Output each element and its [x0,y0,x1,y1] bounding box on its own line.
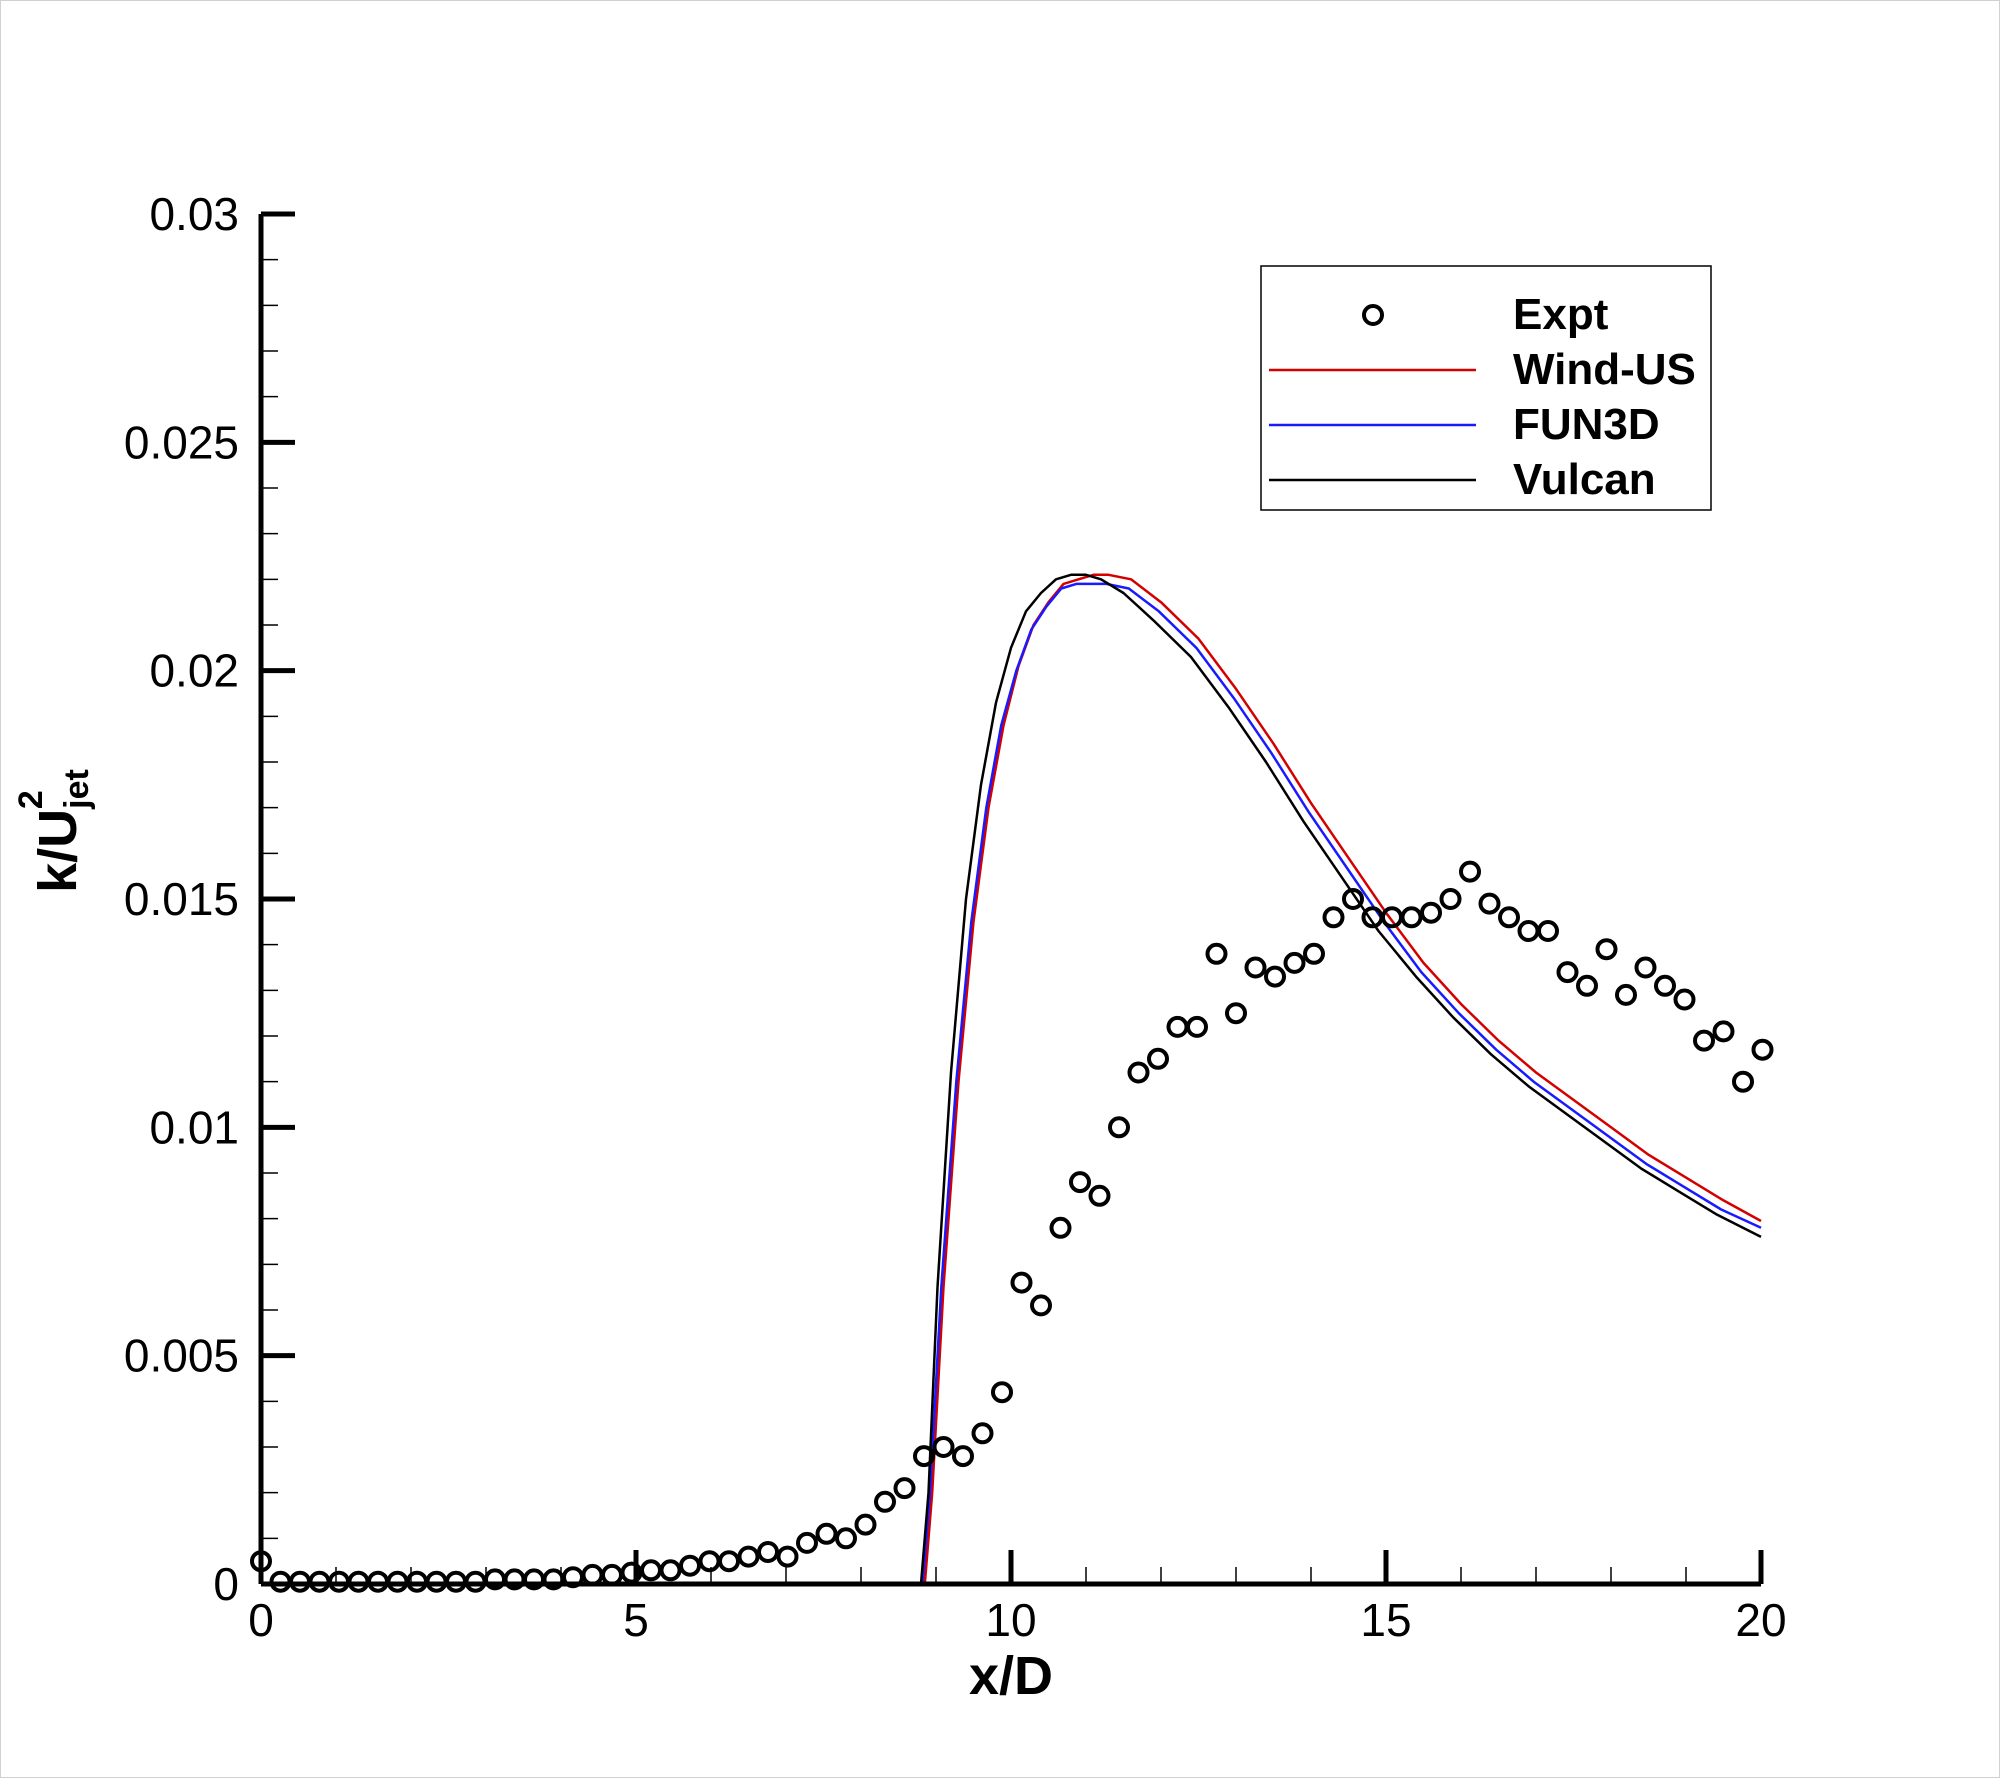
data-point-expt [952,1445,974,1468]
data-point-expt [698,1550,721,1573]
data-point-expt [776,1545,799,1568]
data-point-expt [1517,920,1540,942]
axes: 0 5 10 15 20 0 0.005 0.01 0.015 0.02 0.025 0.03 [124,188,1787,1646]
legend-marker-expt [1362,304,1384,326]
legend-label-vulcan: Vulcan [1513,455,1656,504]
series-line-fun3d [921,582,1762,1585]
legend-entry-wind-us: Wind-US [1269,345,1696,394]
data-point-expt [737,1545,760,1568]
data-point-expt [1615,983,1637,1006]
data-point-expt [1732,1070,1754,1093]
data-point-expt [679,1554,701,1577]
series-line-wind-us [923,573,1762,1585]
data-point-expt [1537,920,1559,942]
data-point-expt [1693,1029,1715,1052]
data-point-expt [835,1527,857,1550]
x-axis-title: x/D [969,1646,1053,1706]
data-point-expt [1225,1002,1247,1025]
data-point-expt [796,1531,818,1554]
y-tick-label: 0.03 [149,188,239,240]
data-point-expt [971,1422,994,1445]
data-point-expt [991,1381,1013,1404]
x-ticks: 0 5 10 15 20 [248,1550,1787,1646]
data-point-expt [1712,1020,1735,1043]
data-point-expt [932,1436,955,1458]
data-point-expt [1576,974,1598,997]
data-point-expt [1400,906,1423,929]
data-point-expt [1498,906,1520,929]
data-point-expt [1283,951,1306,974]
data-point-expt [581,1563,604,1586]
y-axis-title-superscript: 2 [12,790,50,809]
y-axis-title-main: k/U [28,809,88,893]
legend-label-fun3d: FUN3D [1513,400,1660,449]
x-tick-label: 20 [1735,1594,1786,1646]
data-point-expt [1634,956,1657,979]
data-point-expt [1751,1038,1774,1061]
data-point-expt [1147,1047,1169,1070]
data-point-expt [718,1550,740,1573]
data-point-expt [1186,1015,1208,1038]
data-point-expt [1673,988,1696,1011]
data-point-expt [1088,1184,1111,1207]
y-tick-label: 0.005 [124,1330,239,1382]
data-point-expt [1322,906,1345,929]
data-point-expt [659,1559,682,1582]
y-tick-label: 0.02 [149,645,239,697]
data-point-expt [913,1445,935,1468]
y-axis-title: k/Ujet 2 [12,769,96,893]
legend-entry-fun3d: FUN3D [1269,400,1660,449]
data-point-expt [1556,961,1579,984]
data-point-expt [1127,1061,1150,1084]
y-tick-label: 0 [213,1558,239,1610]
y-tick-label: 0.01 [149,1101,239,1153]
y-axis-title-subscript: jet [58,769,96,810]
y-tick-label: 0.025 [124,416,239,468]
plot-area [250,573,1774,1593]
x-tick-label: 10 [985,1594,1036,1646]
data-point-expt [1205,942,1228,965]
x-tick-label: 15 [1360,1594,1411,1646]
data-point-expt [1166,1015,1189,1038]
data-point-expt [1439,888,1462,910]
data-point-expt [1420,901,1442,924]
data-point-expt [1381,906,1403,929]
series-points [250,860,1774,1593]
data-point-expt [1342,888,1364,910]
x-tick-label: 0 [248,1594,274,1646]
data-point-expt [1049,1216,1072,1239]
data-point-expt [601,1563,623,1586]
data-point-expt [874,1490,896,1513]
data-point-expt [1069,1171,1091,1194]
data-point-expt [1595,938,1618,961]
series-lines [919,573,1762,1585]
data-point-expt [1459,860,1481,883]
data-point-expt [854,1513,877,1536]
svg-text:k/Ujet2: k/Ujet 2 [12,769,96,893]
data-point-expt [815,1522,838,1545]
data-point-expt [757,1541,779,1563]
data-point-expt [1010,1271,1033,1294]
y-tick-label: 0.015 [124,873,239,925]
data-point-expt [1303,942,1325,965]
data-point-expt [1244,956,1267,979]
legend-entry-vulcan: Vulcan [1269,455,1656,504]
y-ticks: 0 0.005 0.01 0.015 0.02 0.025 0.03 [124,188,295,1610]
data-point-expt [1264,965,1286,988]
legend-label-expt: Expt [1513,290,1609,339]
x-tick-label: 5 [623,1594,649,1646]
data-point-expt [1478,892,1501,915]
data-point-expt [640,1559,662,1582]
data-point-expt [1030,1294,1052,1317]
legend-label-wind-us: Wind-US [1513,345,1696,394]
series-line-vulcan [919,573,1762,1585]
legend-entry-expt: Expt [1362,290,1609,339]
legend-box [1260,265,1712,511]
data-point-expt [1108,1116,1130,1139]
data-point-expt [1654,974,1676,997]
legend: Expt Wind-US FUN3D Vulcan [1260,265,1712,511]
data-point-expt [893,1477,916,1500]
